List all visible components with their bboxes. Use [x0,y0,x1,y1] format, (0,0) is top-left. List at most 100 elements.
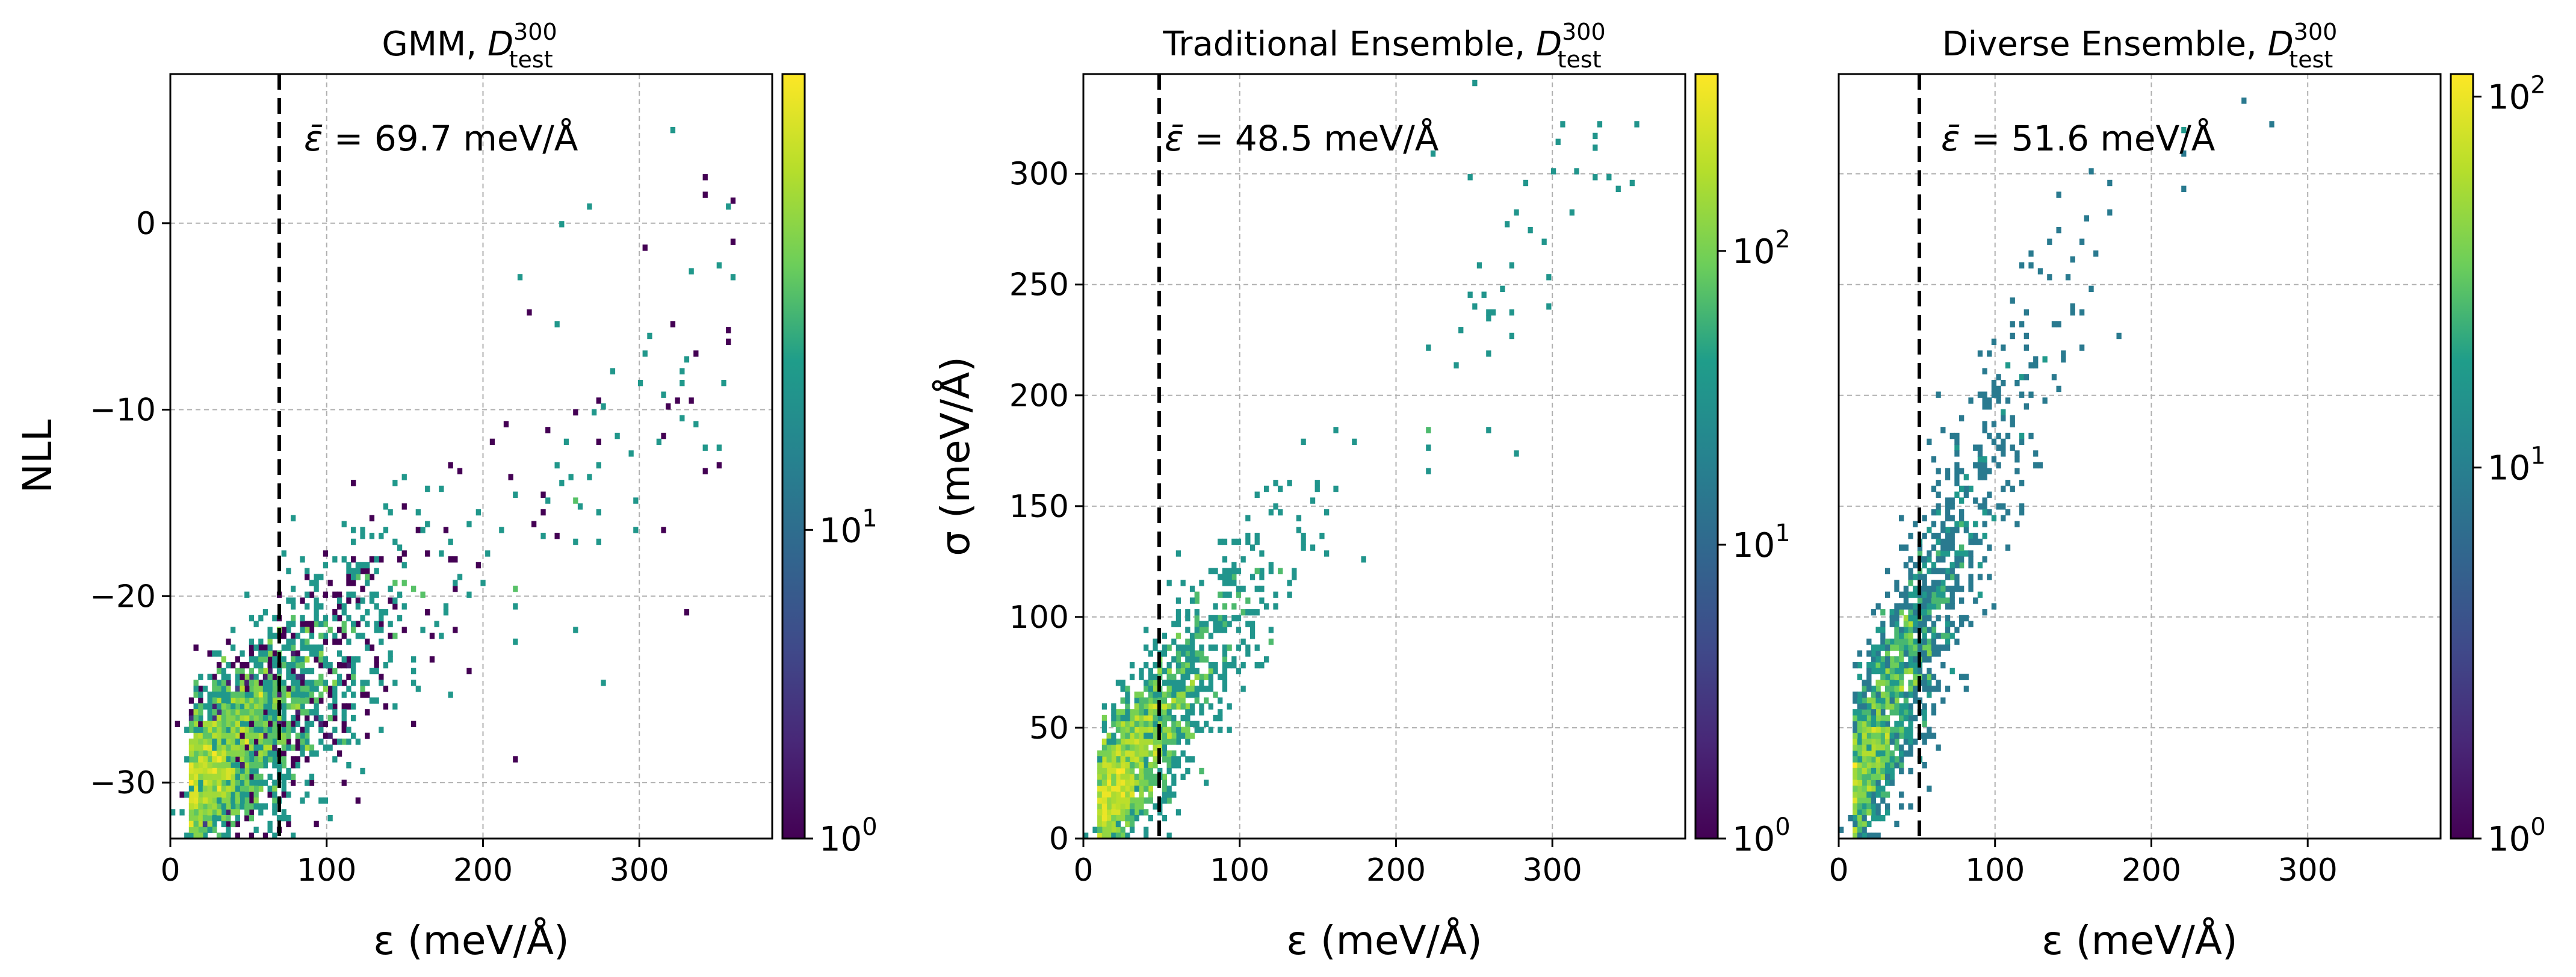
heatmap-cell [1264,603,1269,610]
heatmap-cell [1857,662,1863,669]
heatmap-cell [300,709,305,716]
heatmap-cell [1153,762,1158,769]
heatmap-cell [212,709,217,716]
heatmap-cell [1180,580,1186,586]
heatmap-cell [415,527,421,533]
heatmap-cell [332,556,338,563]
heatmap-cell [1194,668,1200,675]
heatmap-cell [1541,238,1547,245]
heatmap-cell [1922,638,1927,645]
heatmap-cell [1185,662,1190,669]
heatmap-cell [198,797,203,804]
heatmap-cell [295,703,300,710]
heatmap-cell [1871,797,1877,804]
heatmap-cell [1097,791,1103,798]
heatmap-cell [1171,656,1177,663]
heatmap-cell [1871,709,1877,716]
heatmap-cell [1977,456,1983,463]
heatmap-cell [240,703,245,710]
heatmap-cell [258,727,264,733]
heatmap-cell [1996,444,2001,451]
heatmap-cell [1144,786,1149,792]
heatmap-cell [1899,721,1904,727]
heatmap-cell [1889,609,1895,616]
heatmap-cell [1213,691,1218,698]
heatmap-cell [1862,774,1867,780]
heatmap-cell [291,638,296,645]
heatmap-cell [1922,703,1927,710]
heatmap-cell [457,468,463,474]
heatmap-cell [1227,580,1232,586]
heatmap-cell [300,621,305,627]
heatmap-cell [244,703,250,710]
heatmap-cell [207,803,212,810]
heatmap-cell [295,633,300,639]
heatmap-cell [272,809,277,816]
heatmap-cell [267,638,273,645]
heatmap-cell [1166,797,1172,804]
heatmap-cell [1213,715,1218,722]
heatmap-cell [267,733,273,739]
heatmap-cell [1954,474,1960,480]
heatmap-cell [1175,662,1181,669]
heatmap-cell [1189,668,1195,675]
heatmap-cell [336,674,342,680]
heatmap-cell [267,791,273,798]
heatmap-cell [1106,827,1112,833]
heatmap-cell [212,814,217,822]
heatmap-cell [1125,774,1130,780]
heatmap-cell [1945,585,1951,592]
heatmap-cell [193,744,199,751]
heatmap-cell [286,744,291,751]
heatmap-cell [327,733,333,739]
heatmap-cell [262,833,268,839]
heatmap-cell [1871,756,1877,763]
heatmap-cell [231,809,236,816]
heatmap-cell [1875,791,1881,798]
heatmap-cell [184,791,190,798]
heatmap-cell [1968,585,1974,592]
heatmap-cell [249,733,255,739]
heatmap-cell [601,680,606,686]
heatmap-cell [1940,591,1946,598]
heatmap-cell [267,774,273,780]
heatmap-cell [1208,662,1213,669]
heatmap-cell [1977,462,1983,469]
heatmap-cell [1931,533,1937,539]
heatmap-cell [379,638,384,645]
heatmap-cell [1101,780,1107,786]
heatmap-cell [207,709,212,716]
heatmap-cell [336,603,342,610]
heatmap-cell [258,662,264,669]
heatmap-cell [249,638,255,645]
heatmap-cell [240,727,245,733]
heatmap-cell [1931,585,1937,592]
heatmap-cell [365,691,370,698]
heatmap-cell [341,603,347,610]
heatmap-cell [1222,680,1228,686]
heatmap-cell [702,468,708,474]
heatmap-cell [175,721,180,727]
heatmap-cell [1968,485,1974,492]
heatmap-cell [1505,221,1510,228]
heatmap-cell [281,809,286,816]
heatmap-cell [1880,633,1886,639]
heatmap-cell [216,738,222,745]
plot-frame [1082,73,1686,840]
heatmap-cell [420,591,426,598]
panel-title: Diverse Ensemble, D300 test [1942,19,2338,73]
heatmap-cell [1913,662,1918,669]
heatmap-cell [1175,680,1181,686]
heatmap-cell [1973,597,1978,604]
heatmap-cell [1120,709,1125,716]
heatmap-cell [216,756,222,763]
heatmap-cell [244,786,250,792]
heatmap-cell [1115,715,1121,722]
heatmap-cell [1894,585,1899,592]
heatmap-cell [1903,644,1909,651]
heatmap-cell [355,562,361,569]
heatmap-cell [1936,686,1941,692]
heatmap-cell [221,786,226,792]
heatmap-cell [207,814,212,822]
heatmap-cell [226,727,231,733]
